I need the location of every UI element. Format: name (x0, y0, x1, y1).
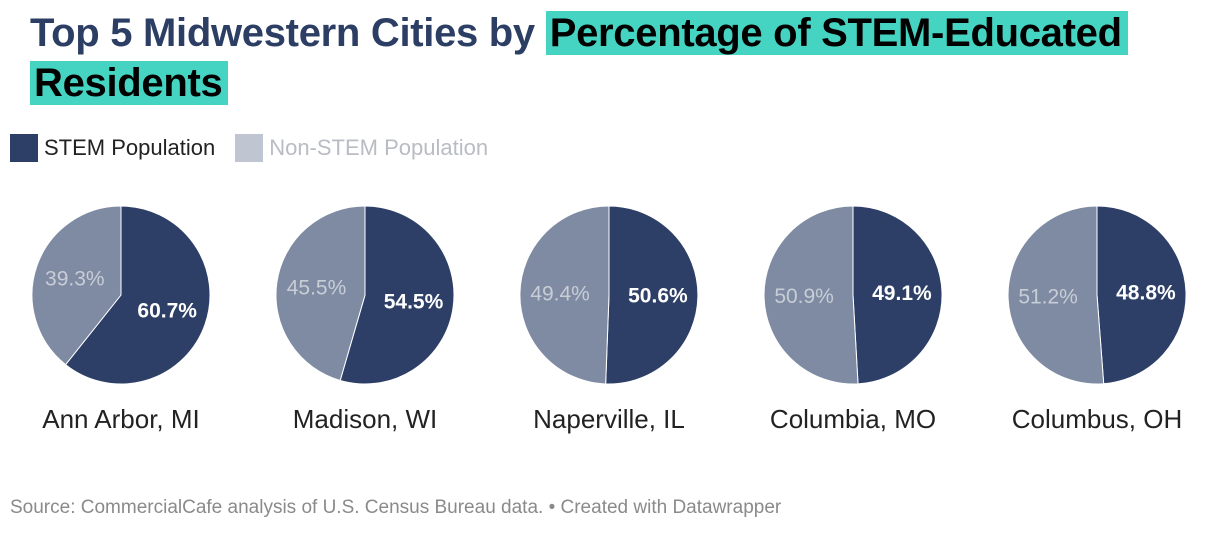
pie-label-non-stem-madison-wi: 45.5% (287, 277, 347, 300)
legend-swatch-stem (10, 134, 38, 162)
pie-columbus-oh: 48.8% 51.2% (1007, 205, 1187, 385)
pie-slice-non-stem-naperville-il[interactable] (519, 205, 610, 385)
pie-label-non-stem-columbus-oh: 51.2% (1018, 285, 1078, 308)
legend-item-stem[interactable]: STEM Population (10, 134, 215, 162)
pie-label-stem-naperville-il: 50.6% (628, 284, 688, 307)
pie-category-label-madison-wi: Madison, WI (292, 404, 438, 434)
pie-label-non-stem-ann-arbor-mi: 39.3% (45, 267, 105, 290)
title-plain: Top 5 Midwestern Cities by (30, 11, 546, 55)
chart-title: Top 5 Midwestern Cities by Percentage of… (30, 8, 1205, 108)
pie-category-label-naperville-il: Naperville, IL (533, 404, 685, 434)
pie-slice-stem-naperville-il[interactable] (605, 205, 699, 385)
pie-slice-stem-ann-arbor-mi[interactable] (64, 205, 211, 385)
pie-ann-arbor-mi: 60.7% 39.3% (31, 205, 211, 385)
pie-charts: 60.7% 39.3% 54.5% 45.5% 50.6% 49.4% 49.1% 50.9%… (0, 190, 1220, 450)
pie-category-label-ann-arbor-mi: Ann Arbor, MI (42, 404, 200, 434)
pie-label-stem-ann-arbor-mi: 60.7% (137, 300, 197, 323)
legend-item-non-stem[interactable]: Non-STEM Population (235, 134, 488, 162)
pie-slice-non-stem-columbia-mo[interactable] (763, 205, 859, 385)
pie-charts-svg: 60.7% 39.3% 54.5% 45.5% 50.6% 49.4% 49.1% 50.9%… (31, 205, 1187, 385)
pie-label-stem-columbia-mo: 49.1% (872, 282, 932, 305)
pie-label-non-stem-naperville-il: 49.4% (530, 283, 590, 306)
pie-category-label-columbus-oh: Columbus, OH (1011, 404, 1183, 434)
legend-label-non-stem: Non-STEM Population (269, 135, 489, 160)
pie-category-label-columbia-mo: Columbia, MO (769, 404, 937, 434)
pie-columbia-mo: 49.1% 50.9% (763, 205, 943, 385)
source-note: Source: CommercialCafe analysis of U.S. … (10, 497, 782, 518)
pie-slice-non-stem-columbus-oh[interactable] (1007, 205, 1105, 385)
pie-label-stem-columbus-oh: 48.8% (1116, 282, 1176, 305)
legend-label-stem: STEM Population (44, 135, 216, 160)
pie-slice-non-stem-ann-arbor-mi[interactable] (31, 205, 122, 366)
pie-label-stem-madison-wi: 54.5% (384, 290, 444, 313)
legend-swatch-non-stem (235, 134, 264, 162)
pie-naperville-il: 50.6% 49.4% (519, 205, 699, 385)
pie-label-non-stem-columbia-mo: 50.9% (774, 285, 834, 308)
pie-slice-stem-madison-wi[interactable] (339, 205, 455, 385)
pie-slice-non-stem-madison-wi[interactable] (275, 205, 366, 382)
pie-slice-stem-columbia-mo[interactable] (852, 205, 943, 385)
pie-madison-wi: 54.5% 45.5% (275, 205, 455, 385)
legend: STEM Population Non-STEM Population (10, 132, 508, 164)
pie-slice-stem-columbus-oh[interactable] (1096, 205, 1187, 385)
